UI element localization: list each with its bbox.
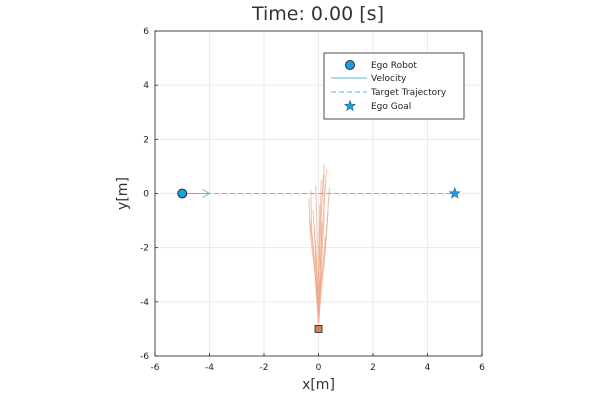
legend-label-ego-goal: Ego Goal (371, 102, 411, 112)
x-tick-label: 4 (425, 363, 431, 373)
y-tick-label: 4 (143, 81, 149, 91)
y-tick-label: -4 (140, 298, 149, 308)
legend: Ego Robot Velocity Target Trajectory Ego… (323, 52, 465, 120)
y-tick-label: 6 (143, 27, 149, 37)
obstacle-sample-trajectory (318, 236, 326, 324)
y-tick-label: 2 (143, 135, 149, 145)
y-tick-label: -2 (140, 244, 149, 254)
series-layer (177, 187, 461, 333)
obstacle-sample-trajectory (309, 217, 319, 324)
legend-label-target-trajectory: Target Trajectory (370, 88, 447, 98)
tick-layer: -6 -4 -2 0 2 4 6 -6 -4 -2 0 2 4 6 (140, 27, 485, 373)
legend-label-velocity: Velocity (371, 74, 407, 84)
ego-goal-marker (448, 187, 461, 199)
velocity-arrowhead (202, 189, 211, 198)
x-tick-label: 2 (370, 363, 376, 373)
obstacle-sample-trajectory (318, 212, 329, 324)
legend-marker-ego-robot (345, 60, 355, 70)
x-tick-label: -4 (205, 363, 214, 373)
x-axis-title: x[m] (302, 377, 335, 393)
obstacle-marker (314, 325, 323, 333)
chart-title: Time: 0.00 [s] (251, 3, 384, 25)
obstacle-sample-layer (308, 163, 330, 324)
y-tick-label: 0 (143, 190, 149, 200)
x-tick-label: -6 (151, 363, 160, 373)
obstacle-sample-trajectory (318, 174, 324, 324)
ego-robot-marker (177, 188, 188, 199)
x-tick-label: -2 (260, 363, 269, 373)
x-tick-label: 6 (479, 363, 485, 373)
y-tick-label: -6 (140, 352, 149, 362)
y-axis-title: y[m] (115, 177, 131, 210)
x-tick-label: 0 (316, 363, 322, 373)
obstacle-sample-trajectory (315, 185, 319, 324)
legend-label-ego-robot: Ego Robot (371, 61, 417, 71)
legend-marker-ego-goal (343, 99, 357, 112)
